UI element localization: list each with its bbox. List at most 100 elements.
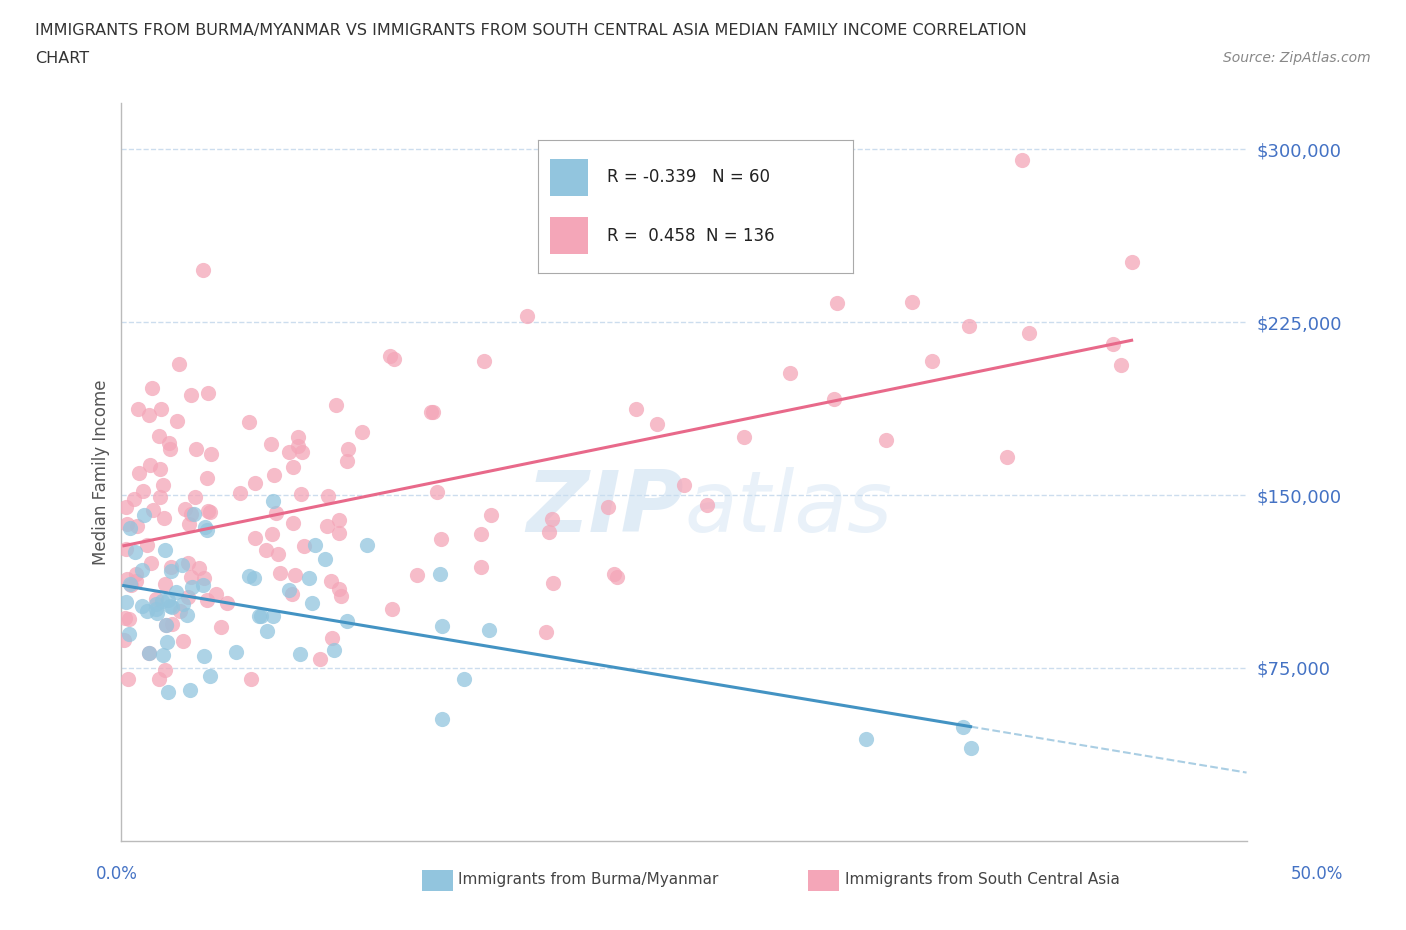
Point [145, 591, 167, 606]
Point [287, 439, 309, 454]
Point [336, 453, 359, 468]
Point [167, 356, 190, 371]
Point [195, 471, 218, 485]
Point [516, 308, 538, 323]
Point [146, 605, 169, 620]
Point [153, 576, 176, 591]
Point [114, 541, 136, 556]
Point [297, 570, 319, 585]
Point [132, 508, 155, 523]
Point [325, 398, 347, 413]
Point [150, 594, 173, 609]
Point [262, 493, 284, 508]
Point [128, 465, 150, 480]
Text: IMMIGRANTS FROM BURMA/MYANMAR VS IMMIGRANTS FROM SOUTH CENTRAL ASIA MEDIAN FAMIL: IMMIGRANTS FROM BURMA/MYANMAR VS IMMIGRA… [35, 23, 1026, 38]
Point [254, 542, 277, 557]
Point [243, 476, 266, 491]
Point [160, 617, 183, 631]
Point [239, 671, 262, 686]
Point [177, 517, 200, 532]
Point [321, 574, 343, 589]
Point [115, 516, 138, 531]
Point [823, 392, 845, 406]
Point [204, 587, 226, 602]
Point [215, 595, 238, 610]
Point [1121, 255, 1143, 270]
Point [183, 507, 205, 522]
Point [470, 527, 492, 542]
Point [537, 525, 560, 540]
Point [283, 459, 305, 474]
Point [238, 569, 260, 584]
Point [540, 512, 562, 526]
Point [139, 556, 162, 571]
Point [429, 566, 451, 581]
Point [277, 445, 299, 459]
Point [356, 538, 378, 552]
Point [165, 584, 187, 599]
Point [328, 526, 350, 541]
Point [543, 576, 565, 591]
Text: Immigrants from South Central Asia: Immigrants from South Central Asia [845, 872, 1121, 887]
Point [187, 561, 209, 576]
Point [112, 632, 135, 647]
Point [198, 669, 221, 684]
Point [159, 598, 181, 613]
Point [696, 498, 718, 512]
Point [243, 570, 266, 585]
Point [228, 485, 250, 500]
Point [115, 572, 138, 587]
Point [453, 671, 475, 686]
Point [472, 353, 495, 368]
Point [131, 599, 153, 614]
Point [148, 429, 170, 444]
Point [336, 613, 359, 628]
Point [256, 624, 278, 639]
Point [422, 405, 444, 419]
Point [125, 567, 148, 582]
Point [328, 512, 350, 527]
Point [197, 386, 219, 401]
Point [598, 499, 620, 514]
Point [180, 507, 202, 522]
Point [281, 516, 304, 531]
Point [132, 484, 155, 498]
Point [247, 609, 270, 624]
Point [314, 551, 336, 566]
Point [263, 468, 285, 483]
Point [1011, 153, 1033, 167]
Point [380, 349, 402, 364]
Point [603, 566, 626, 581]
Point [1018, 326, 1040, 340]
Point [267, 547, 290, 562]
Point [149, 461, 172, 476]
Point [238, 415, 260, 430]
Point [127, 518, 149, 533]
Point [290, 486, 312, 501]
Point [429, 532, 451, 547]
Point [329, 589, 352, 604]
Point [197, 503, 219, 518]
Point [159, 436, 181, 451]
Point [169, 604, 191, 618]
Point [426, 485, 449, 499]
Point [193, 571, 215, 586]
Point [139, 458, 162, 472]
Point [264, 505, 287, 520]
Point [995, 449, 1018, 464]
Point [138, 407, 160, 422]
Point [673, 478, 696, 493]
Point [177, 590, 200, 604]
Point [294, 539, 316, 554]
Point [148, 671, 170, 686]
Point [405, 567, 427, 582]
Point [166, 413, 188, 428]
Point [184, 441, 207, 456]
Point [159, 442, 181, 457]
Point [316, 518, 339, 533]
Point [191, 262, 214, 277]
Point [225, 644, 247, 659]
Point [153, 511, 176, 525]
Point [153, 542, 176, 557]
Point [193, 648, 215, 663]
